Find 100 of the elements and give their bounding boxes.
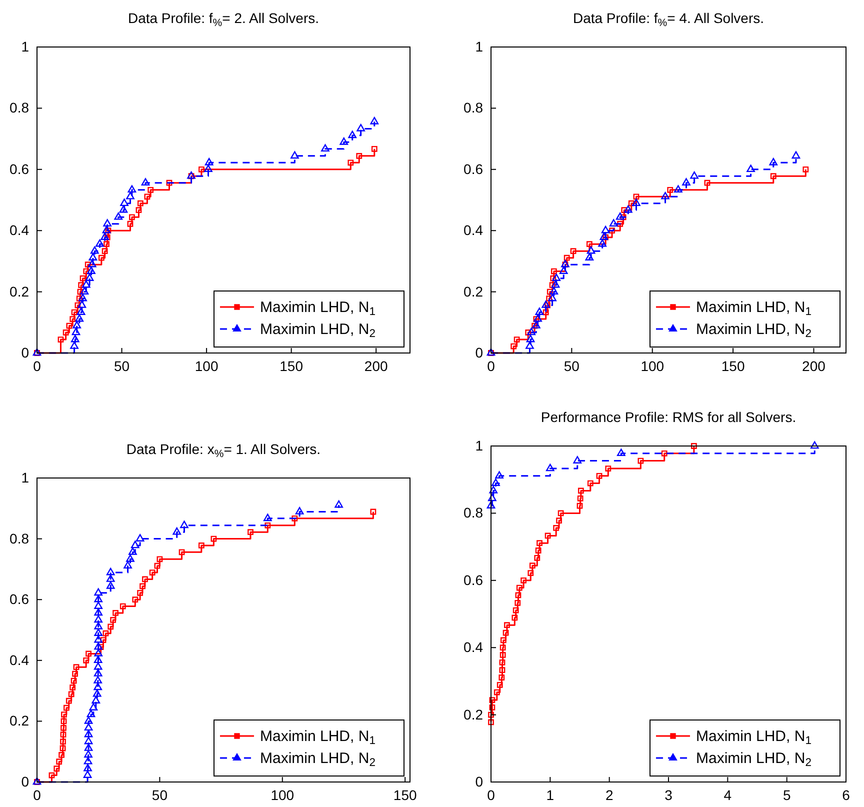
point: [103, 219, 112, 227]
point: [84, 750, 92, 758]
x-tick-label: 4: [724, 786, 732, 803]
point: [149, 570, 156, 576]
point: [690, 171, 698, 179]
point: [573, 456, 582, 464]
point: [94, 642, 103, 650]
point: [100, 637, 106, 643]
point: [96, 239, 104, 247]
point: [356, 152, 362, 159]
point: [534, 554, 540, 561]
point: [578, 488, 584, 494]
y-tick-label: 0.2: [464, 283, 484, 300]
point: [492, 478, 500, 486]
point: [92, 689, 102, 697]
point: [585, 253, 594, 260]
point: [112, 610, 118, 616]
point: [105, 228, 112, 234]
point: [172, 527, 182, 535]
point: [62, 330, 69, 336]
point: [549, 282, 556, 288]
point: [600, 232, 608, 240]
point: [92, 696, 100, 704]
point: [515, 592, 522, 598]
point: [84, 730, 93, 738]
point: [110, 617, 116, 623]
x-tick-label: 0: [33, 786, 42, 803]
point: [334, 500, 343, 508]
y-tick-label: 0.6: [10, 591, 30, 608]
point: [534, 314, 542, 322]
point: [119, 205, 128, 213]
point: [529, 562, 536, 569]
point: [80, 275, 86, 282]
point: [495, 471, 504, 479]
point: [76, 308, 86, 315]
point: [248, 529, 254, 536]
point: [166, 180, 172, 186]
point: [83, 770, 92, 778]
point: [544, 532, 551, 539]
point: [348, 130, 357, 138]
point: [532, 321, 540, 328]
point: [94, 602, 103, 609]
point: [68, 691, 74, 698]
point: [86, 710, 96, 718]
point: [94, 656, 102, 664]
point: [94, 608, 103, 616]
point: [488, 712, 494, 718]
point: [72, 328, 80, 336]
point: [180, 520, 188, 528]
point: [80, 287, 89, 294]
point: [770, 173, 776, 180]
x-tick-label: 200: [364, 358, 388, 374]
point: [88, 253, 98, 260]
point: [73, 664, 80, 670]
point: [198, 166, 204, 172]
point: [136, 534, 144, 542]
point: [500, 644, 506, 651]
point: [141, 178, 150, 186]
y-tick-label: 0: [21, 773, 30, 790]
point: [137, 590, 144, 596]
point: [661, 450, 668, 456]
point: [498, 674, 505, 680]
point: [525, 330, 532, 336]
x-tick-label: 50: [114, 358, 130, 374]
point: [370, 508, 376, 515]
point: [120, 603, 126, 610]
y-tick-label: 0.8: [464, 100, 484, 116]
point: [86, 650, 92, 657]
y-tick-label: 1: [475, 437, 484, 454]
point: [106, 574, 115, 582]
point: [71, 309, 78, 316]
point: [94, 682, 102, 690]
point: [682, 178, 690, 186]
point: [76, 296, 82, 302]
point: [74, 302, 81, 308]
point: [58, 336, 64, 342]
point: [48, 772, 55, 778]
point: [550, 268, 557, 274]
point: [106, 582, 115, 589]
point: [532, 322, 538, 329]
point: [542, 309, 549, 316]
x-tick-label: 5: [782, 786, 791, 803]
point: [84, 716, 93, 724]
point: [114, 212, 123, 220]
point: [502, 630, 509, 636]
point: [60, 732, 66, 738]
point: [210, 536, 217, 542]
point: [576, 502, 583, 509]
point: [102, 248, 108, 254]
point: [85, 274, 94, 281]
x-tick-label: 50: [564, 358, 580, 374]
point: [792, 151, 800, 159]
point: [94, 594, 103, 602]
point: [60, 745, 66, 752]
point: [535, 548, 542, 554]
point: [104, 241, 110, 248]
x-tick-label: 0: [33, 358, 42, 374]
point: [70, 678, 77, 684]
point: [340, 137, 348, 145]
point: [84, 736, 93, 744]
